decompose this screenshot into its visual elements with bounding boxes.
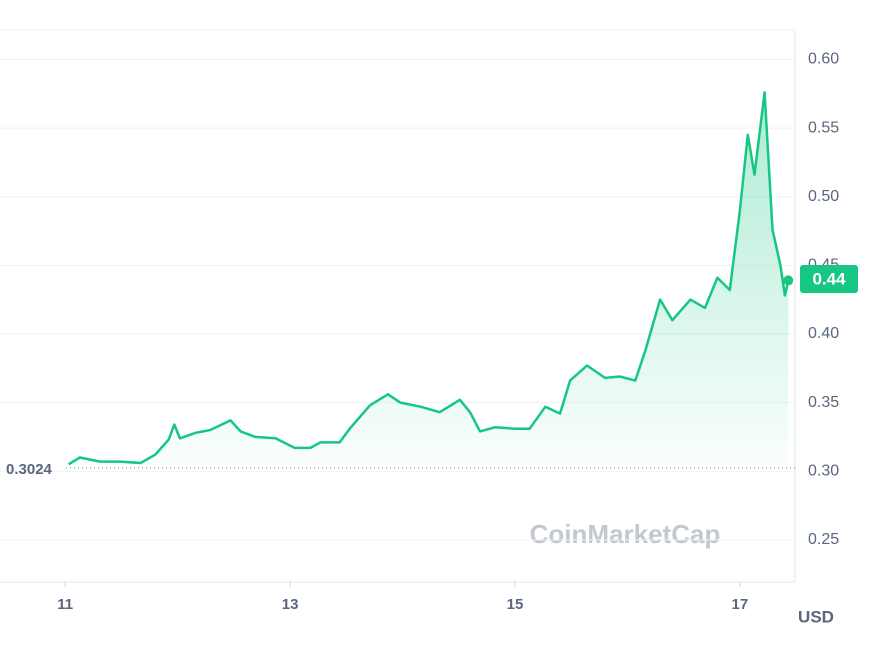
y-tick-label: 0.35: [808, 394, 839, 411]
x-tick-label: 17: [732, 596, 749, 613]
y-tick-label: 0.60: [808, 51, 839, 68]
y-tick-label: 0.30: [808, 462, 839, 479]
price-area: [68, 92, 789, 468]
currency-label: USD: [798, 607, 834, 626]
y-tick-label: 0.25: [808, 531, 839, 548]
x-tick-label: 15: [507, 596, 524, 613]
last-point: [783, 275, 794, 286]
x-tick-label: 13: [282, 596, 299, 613]
x-tick-label: 11: [57, 596, 73, 613]
price-badge-label: 0.44: [812, 270, 846, 289]
price-badge: [800, 265, 858, 294]
watermark: CoinMarketCap: [530, 519, 721, 549]
y-tick-label: 0.40: [808, 325, 839, 342]
y-tick-label: 0.55: [808, 119, 839, 136]
reference-label: 0.3024: [6, 461, 53, 478]
price-line: [67, 91, 790, 466]
y-tick-label: 0.50: [808, 188, 839, 205]
